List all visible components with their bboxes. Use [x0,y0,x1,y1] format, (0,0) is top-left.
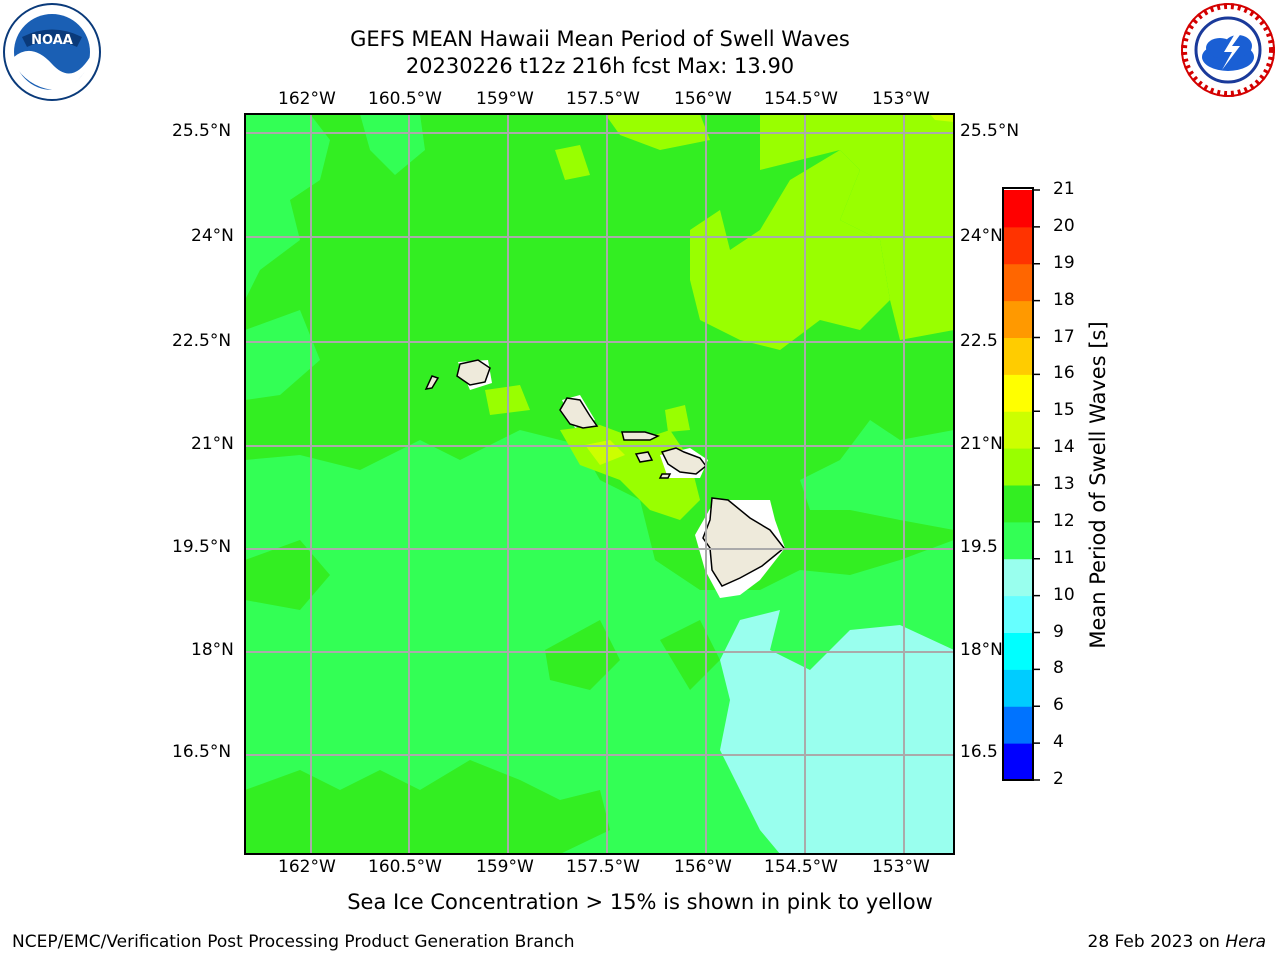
graticule [245,114,954,854]
colorbar-segment [1004,411,1032,449]
colorbar-label: 17 [1053,326,1075,347]
colorbar-label: 12 [1053,510,1075,531]
colorbar-segment [1004,300,1032,338]
lon-tick-bottom: 156°W [674,857,732,877]
noaa-logo: NOAA [3,3,101,101]
colorbar-segment [1004,595,1032,633]
colorbar-label: 16 [1053,363,1075,384]
footer-date-text: 28 Feb 2023 on [1087,932,1226,952]
lon-tick-top: 162°W [278,89,336,109]
colorbar-frame [1002,187,1034,781]
island-lanai [634,451,654,463]
colorbar-label: 6 [1053,695,1064,716]
footer-date: 28 Feb 2023 on Hera [1088,932,1266,952]
colorbar-label: 4 [1053,732,1064,753]
colorbar-segment [1004,632,1032,670]
colorbar-segment [1004,448,1032,486]
lat-tick-left: 22.5°N [172,331,232,351]
lat-tick-right: 16.5 [960,742,998,762]
lat-tick-left: 19.5°N [172,537,232,557]
svg-text:NOAA: NOAA [31,33,73,48]
colorbar-segment [1004,743,1032,781]
colorbar-segment [1004,190,1032,228]
lon-tick-top: 160.5°W [368,89,442,109]
colorbar-label: 14 [1053,437,1075,458]
island-molokai [621,431,661,441]
lat-tick-right: 18°N [960,640,1003,660]
colorbar-label: 13 [1053,474,1075,494]
colorbar-segment [1004,521,1032,560]
colorbar-label: 18 [1053,289,1075,310]
lon-tick-bottom: 154.5°W [764,857,838,877]
swell-period-field [245,114,954,854]
lat-tick-right: 22.5 [960,331,998,351]
lon-tick-bottom: 153°W [872,857,930,877]
footer-machine: Hera [1225,932,1266,952]
colorbar-segment [1004,226,1032,265]
lon-tick-top: 156°W [674,89,732,109]
lon-tick-bottom: 159°W [476,857,534,877]
colorbar-label: 19 [1053,252,1075,273]
lat-tick-left: 16.5°N [172,742,232,762]
lon-tick-top: 154.5°W [764,89,838,109]
colorbar-label: 21 [1053,179,1075,199]
lat-tick-left: 24°N [191,226,234,246]
colorbar [1004,189,1040,781]
colorbar-segment [1004,485,1032,523]
colorbar-segment [1004,558,1032,597]
lon-tick-bottom: 162°W [278,857,336,877]
map-frame [244,113,955,855]
colorbar-label: 20 [1053,215,1075,236]
lat-tick-right: 24°N [960,226,1003,246]
colorbar-label: 2 [1053,769,1064,789]
colorbar-label: 9 [1053,621,1064,642]
colorbar-segment [1004,337,1032,375]
hawaiian-islands [424,359,786,587]
lat-tick-left: 18°N [191,640,234,660]
colorbar-segment [1004,669,1032,707]
lat-tick-right: 19.5 [960,537,998,557]
colorbar-segment [1004,374,1032,412]
island-oahu [559,397,599,429]
lat-tick-left: 21°N [191,434,234,454]
map-title: GEFS MEAN Hawaii Mean Period of Swell Wa… [350,27,850,51]
lon-tick-top: 157.5°W [566,89,640,109]
colorbar-label: 11 [1053,547,1075,568]
colorbar-title: Mean Period of Swell Waves [s] [1086,321,1110,649]
colorbar-segment [1004,706,1032,744]
lat-tick-right: 25.5°N [960,121,1020,141]
island-kauai [456,359,491,386]
island-niihau [424,375,440,390]
colorbar-label: 8 [1053,658,1064,679]
colorbar-label: 15 [1053,400,1075,421]
island-kahoolawe [658,473,672,479]
footer-credit: NCEP/EMC/Verification Post Processing Pr… [12,932,575,952]
nws-logo [1181,3,1275,97]
lon-tick-top: 153°W [872,89,930,109]
colorbar-segment [1004,263,1032,302]
map-subtitle: 20230226 t12z 216h fcst Max: 13.90 [405,54,795,78]
lat-tick-left: 25.5°N [172,121,232,141]
island-hawaii [702,497,786,587]
sea-ice-caption: Sea Ice Concentration > 15% is shown in … [347,890,933,914]
lon-tick-top: 159°W [476,89,534,109]
lon-tick-bottom: 160.5°W [368,857,442,877]
colorbar-label: 10 [1053,584,1075,605]
lon-tick-bottom: 157.5°W [566,857,640,877]
lat-tick-right: 21°N [960,434,1003,454]
